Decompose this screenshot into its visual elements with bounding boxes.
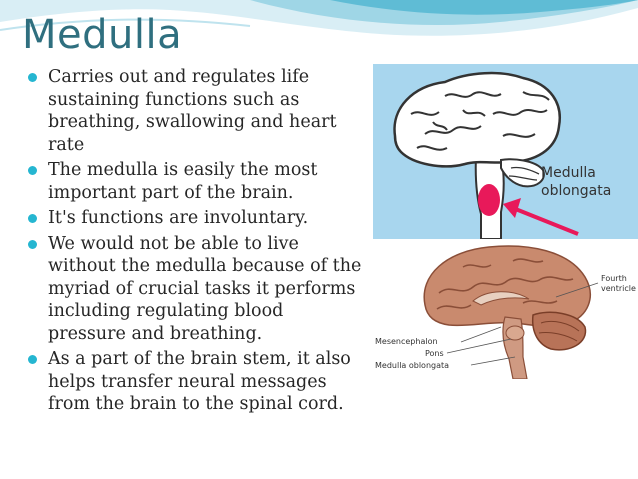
bullet-text: As a part of the brain stem, it also hel… <box>48 349 351 414</box>
slide-title: Medulla <box>22 12 183 58</box>
bullet-dot-icon <box>28 166 37 175</box>
brain-section-illustration: Fourth ventricle Mesencephalon Pons Medu… <box>373 239 638 379</box>
label-leader-lines <box>446 282 599 366</box>
brain-section-drawing <box>423 245 591 379</box>
bullet-list: Carries out and regulates life sustainin… <box>28 66 363 419</box>
mesencephalon-label: Mesencephalon <box>375 337 438 346</box>
bullet-item: Carries out and regulates life sustainin… <box>28 66 363 156</box>
medulla-oblongata-label: Medulla oblongata <box>375 361 449 370</box>
pons-label: Pons <box>425 349 444 358</box>
pointer-arrow-icon <box>503 198 579 236</box>
medulla-highlight <box>478 184 500 216</box>
bullet-item: We would not be able to live without the… <box>28 233 363 346</box>
bullet-dot-icon <box>28 73 37 82</box>
medulla-label-line1: Medulla <box>541 165 596 181</box>
bullet-item: The medulla is easily the most important… <box>28 159 363 204</box>
bullet-text: It's functions are involuntary. <box>48 208 309 228</box>
bullet-dot-icon <box>28 214 37 223</box>
bullet-dot-icon <box>28 355 37 364</box>
bullet-dot-icon <box>28 239 37 249</box>
bullet-item: As a part of the brain stem, it also hel… <box>28 348 363 416</box>
bullet-text: We would not be able to live without the… <box>48 233 362 344</box>
bullet-text: Carries out and regulates life sustainin… <box>48 67 337 155</box>
header-wave-decoration <box>0 0 638 36</box>
medulla-label-line2: oblongata <box>541 183 611 199</box>
brain-drawing <box>393 71 561 239</box>
medulla-illustration: Medulla oblongata <box>373 64 638 239</box>
bullet-text: The medulla is easily the most important… <box>48 160 318 203</box>
fourth-ventricle-label-line1: Fourth <box>601 274 627 283</box>
fourth-ventricle-label-line2: ventricle <box>601 284 636 293</box>
bullet-item: It's functions are involuntary. <box>28 207 363 230</box>
